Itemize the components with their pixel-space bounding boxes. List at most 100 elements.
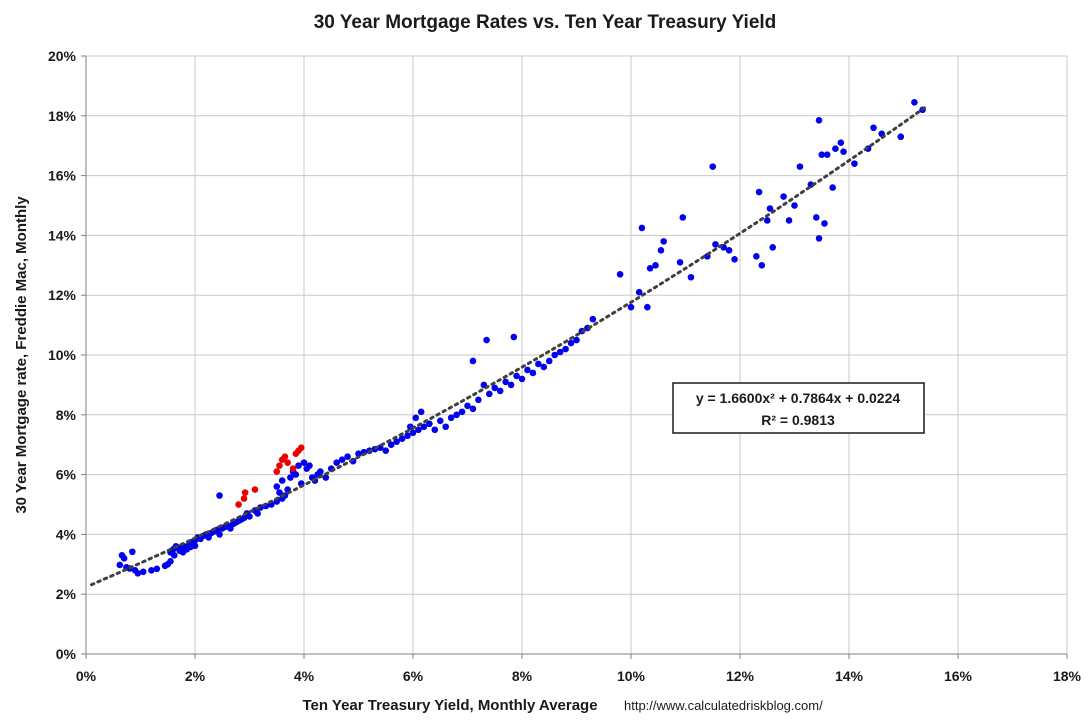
- data-point: [562, 345, 569, 353]
- y-tick-label: 10%: [48, 347, 77, 363]
- x-tick-label: 2%: [185, 668, 206, 684]
- data-point: [276, 489, 283, 496]
- data-point: [652, 262, 659, 269]
- data-point: [616, 270, 624, 278]
- data-point: [796, 163, 804, 170]
- data-point: [469, 357, 477, 365]
- data-point: [851, 160, 858, 167]
- data-point: [785, 217, 793, 224]
- axes: [81, 55, 1068, 659]
- data-point: [821, 220, 828, 227]
- data-point: [404, 432, 411, 440]
- data-point: [758, 262, 766, 269]
- data-point: [769, 244, 776, 251]
- data-point: [567, 339, 575, 347]
- data-points: [116, 99, 926, 577]
- x-tick-label: 8%: [512, 668, 533, 684]
- data-point: [420, 423, 428, 431]
- data-point: [657, 247, 665, 254]
- x-tick-label: 0%: [76, 668, 97, 684]
- data-point: [646, 264, 654, 272]
- y-tick-labels: 0% 2% 4% 6% 8% 10% 12% 14% 16% 18% 20%: [48, 48, 77, 662]
- data-point: [333, 459, 341, 466]
- data-point: [551, 351, 558, 359]
- data-point: [731, 256, 738, 263]
- data-point: [453, 411, 460, 419]
- data-point: [387, 441, 395, 449]
- x-tick-label: 14%: [835, 668, 864, 684]
- data-point: [464, 402, 471, 410]
- data-point: [436, 417, 444, 425]
- data-point: [284, 459, 291, 466]
- data-point: [513, 372, 520, 380]
- data-point: [483, 336, 490, 344]
- data-point: [273, 483, 281, 490]
- data-point: [725, 247, 733, 254]
- y-tick-label: 20%: [48, 48, 77, 64]
- x-tick-label: 16%: [944, 668, 973, 684]
- data-point: [251, 486, 259, 493]
- data-point: [813, 214, 820, 221]
- data-point: [241, 489, 249, 496]
- data-point: [709, 163, 717, 170]
- data-point: [300, 459, 308, 466]
- data-point: [292, 471, 300, 478]
- y-tick-label: 2%: [56, 586, 77, 602]
- data-point: [635, 288, 643, 296]
- data-point: [254, 510, 261, 517]
- data-point: [763, 217, 771, 224]
- grid: [86, 55, 1068, 654]
- y-tick-label: 4%: [56, 526, 77, 542]
- data-point: [246, 513, 253, 520]
- data-point: [297, 444, 305, 451]
- data-point: [766, 205, 774, 212]
- data-point: [278, 477, 286, 484]
- data-point: [589, 315, 597, 323]
- x-tick-label: 12%: [726, 668, 755, 684]
- data-point: [216, 492, 223, 499]
- data-point: [167, 558, 174, 565]
- data-point: [627, 303, 635, 311]
- data-point: [837, 139, 845, 147]
- data-point: [502, 378, 509, 386]
- data-point: [338, 456, 346, 463]
- data-point: [832, 145, 839, 152]
- x-tick-label: 6%: [403, 668, 424, 684]
- data-point: [191, 542, 199, 550]
- data-point: [638, 224, 646, 232]
- data-point: [431, 426, 439, 434]
- data-point: [676, 259, 684, 266]
- data-point: [755, 188, 763, 196]
- data-point: [518, 375, 526, 383]
- data-point: [529, 369, 537, 377]
- data-point: [818, 151, 826, 158]
- data-point: [780, 193, 787, 200]
- data-point: [295, 462, 302, 469]
- trendline: [90, 105, 927, 587]
- data-point: [491, 384, 499, 392]
- data-point: [317, 468, 324, 475]
- data-point: [134, 569, 142, 577]
- data-point: [287, 474, 294, 481]
- data-point: [679, 214, 687, 221]
- data-point: [240, 495, 248, 502]
- data-point: [840, 148, 847, 155]
- data-point: [409, 429, 417, 437]
- data-point: [540, 363, 548, 371]
- x-tick-label: 4%: [294, 668, 315, 684]
- y-tick-label: 16%: [48, 168, 77, 184]
- x-tick-label: 10%: [617, 668, 646, 684]
- data-point: [120, 555, 128, 562]
- data-point: [344, 453, 351, 460]
- data-point: [535, 360, 542, 368]
- data-point: [469, 405, 477, 413]
- equation-line: y = 1.6600x² + 0.7864x + 0.0224: [696, 390, 901, 406]
- r-squared-line: R² = 0.9813: [761, 412, 835, 428]
- data-point: [426, 420, 433, 428]
- data-point: [116, 561, 124, 569]
- data-point: [660, 238, 667, 245]
- data-point: [791, 202, 798, 209]
- data-point: [486, 390, 493, 398]
- data-point: [712, 241, 719, 248]
